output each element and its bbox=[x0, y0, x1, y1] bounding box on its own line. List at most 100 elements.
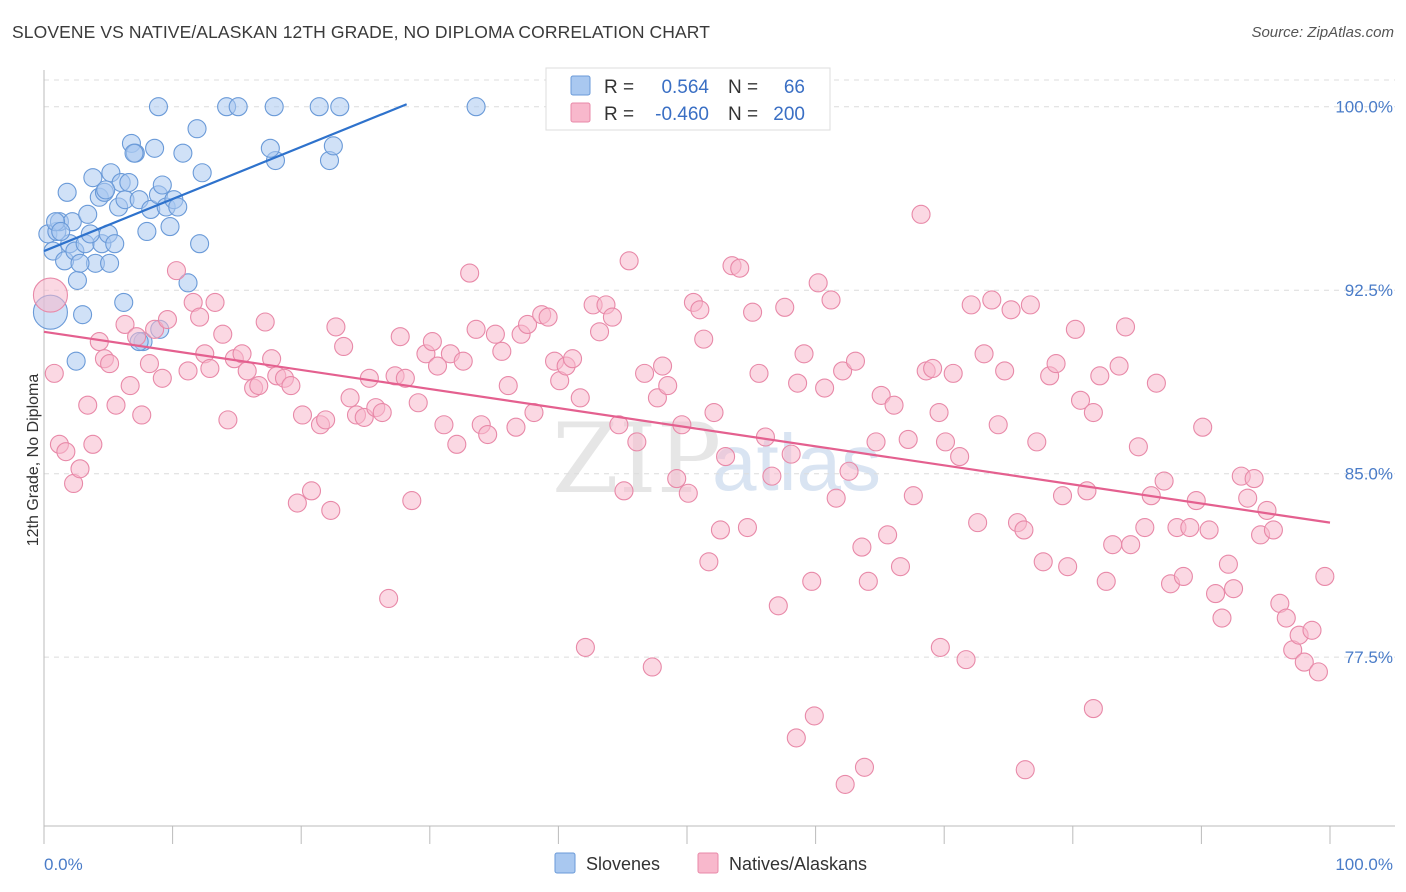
natives-point bbox=[200, 358, 220, 379]
natives-point bbox=[139, 354, 160, 374]
natives-point bbox=[340, 388, 360, 408]
natives-point bbox=[70, 459, 90, 479]
natives-points bbox=[32, 204, 1335, 794]
natives-point bbox=[988, 415, 1008, 435]
natives-point bbox=[152, 368, 172, 388]
natives-point bbox=[768, 596, 788, 616]
natives-point bbox=[826, 488, 846, 508]
natives-point bbox=[1128, 437, 1148, 457]
natives-point bbox=[32, 277, 68, 313]
natives-point bbox=[1103, 535, 1123, 555]
x-tick-label: 100.0% bbox=[1335, 855, 1393, 874]
slovenes-point bbox=[466, 97, 486, 117]
slovenes-point bbox=[105, 234, 125, 254]
bottom-legend-label-slovenes: Slovenes bbox=[586, 854, 660, 874]
watermark-atlas: atlas bbox=[712, 418, 881, 507]
natives-point bbox=[1205, 584, 1226, 604]
natives-point bbox=[614, 481, 634, 501]
axes bbox=[43, 70, 1395, 844]
natives-point bbox=[166, 261, 187, 281]
natives-point bbox=[237, 361, 257, 381]
natives-point bbox=[492, 341, 512, 361]
natives-point bbox=[83, 434, 103, 454]
natives-point bbox=[1302, 620, 1322, 640]
natives-point bbox=[710, 520, 730, 540]
y-tick-labels: 100.0% 92.5% 85.0% 77.5% bbox=[1335, 98, 1393, 667]
natives-point bbox=[804, 706, 824, 726]
slovenes-point bbox=[148, 97, 169, 117]
slovenes-point bbox=[187, 119, 207, 139]
natives-point bbox=[833, 361, 853, 381]
natives-point bbox=[145, 319, 165, 339]
legend-n-value-2: 200 bbox=[773, 104, 805, 125]
natives-point bbox=[232, 344, 252, 364]
natives-point bbox=[326, 317, 346, 337]
natives-point bbox=[447, 434, 467, 454]
natives-point bbox=[930, 637, 950, 657]
natives-point bbox=[781, 444, 801, 464]
natives-point bbox=[517, 314, 538, 334]
y-tick-label: 100.0% bbox=[1335, 98, 1393, 117]
natives-point bbox=[575, 637, 595, 657]
slovenes-points bbox=[32, 97, 486, 371]
y-axis-title: 12th Grade, No Diploma bbox=[25, 374, 42, 547]
series-legend: Slovenes Natives/Alaskans bbox=[554, 852, 867, 874]
correlation-legend: R = 0.564 N = 66 R = -0.460 N = 200 bbox=[545, 67, 831, 131]
legend-r-label-1: R = bbox=[604, 77, 634, 98]
bottom-legend-swatch-slovenes bbox=[554, 852, 576, 874]
slovenes-point bbox=[73, 305, 93, 325]
natives-point bbox=[422, 332, 442, 352]
natives-point bbox=[434, 415, 454, 435]
slovenes-point bbox=[309, 97, 329, 117]
natives-point bbox=[1033, 552, 1053, 572]
natives-point bbox=[619, 251, 639, 271]
natives-point bbox=[1015, 760, 1035, 780]
slovenes-point bbox=[96, 180, 116, 200]
natives-point bbox=[1199, 520, 1219, 540]
natives-point bbox=[1308, 662, 1328, 682]
natives-point bbox=[1135, 517, 1155, 538]
natives-point bbox=[835, 774, 855, 794]
natives-point bbox=[974, 344, 994, 364]
natives-point bbox=[775, 297, 795, 317]
natives-point bbox=[334, 336, 354, 357]
slovenes-point bbox=[178, 273, 198, 293]
natives-point bbox=[1115, 317, 1136, 337]
natives-point bbox=[1244, 469, 1264, 489]
natives-point bbox=[478, 424, 498, 445]
natives-point bbox=[408, 393, 428, 413]
natives-point bbox=[903, 486, 923, 506]
slovenes-point bbox=[173, 143, 193, 163]
slovenes-point bbox=[66, 351, 86, 371]
natives-point bbox=[390, 327, 410, 347]
natives-point bbox=[694, 329, 714, 349]
slovenes-point bbox=[114, 292, 134, 312]
legend-r-value-1: 0.564 bbox=[661, 77, 709, 98]
natives-point bbox=[627, 432, 647, 452]
natives-point bbox=[1046, 354, 1066, 374]
natives-point bbox=[1027, 432, 1047, 452]
natives-point bbox=[287, 493, 307, 513]
natives-point bbox=[995, 361, 1015, 381]
slovenes-point bbox=[137, 221, 157, 242]
natives-point bbox=[466, 319, 486, 339]
slovenes-point bbox=[330, 97, 350, 117]
natives-point bbox=[1263, 520, 1283, 540]
natives-point bbox=[929, 402, 949, 423]
y-tick-label: 77.5% bbox=[1345, 648, 1393, 667]
slovenes-point bbox=[70, 253, 90, 273]
natives-point bbox=[845, 351, 866, 371]
natives-point bbox=[786, 728, 806, 748]
natives-point bbox=[1146, 373, 1166, 393]
natives-point bbox=[218, 410, 238, 430]
natives-point bbox=[1238, 488, 1258, 508]
source-label: Source: ZipAtlas.com bbox=[1251, 24, 1394, 41]
natives-point bbox=[839, 461, 859, 481]
natives-point bbox=[132, 405, 152, 425]
natives-point bbox=[802, 571, 822, 591]
natives-point bbox=[690, 300, 710, 320]
natives-point bbox=[562, 349, 583, 369]
natives-point bbox=[255, 312, 275, 332]
natives-point bbox=[749, 363, 769, 383]
natives-point bbox=[1173, 566, 1193, 586]
